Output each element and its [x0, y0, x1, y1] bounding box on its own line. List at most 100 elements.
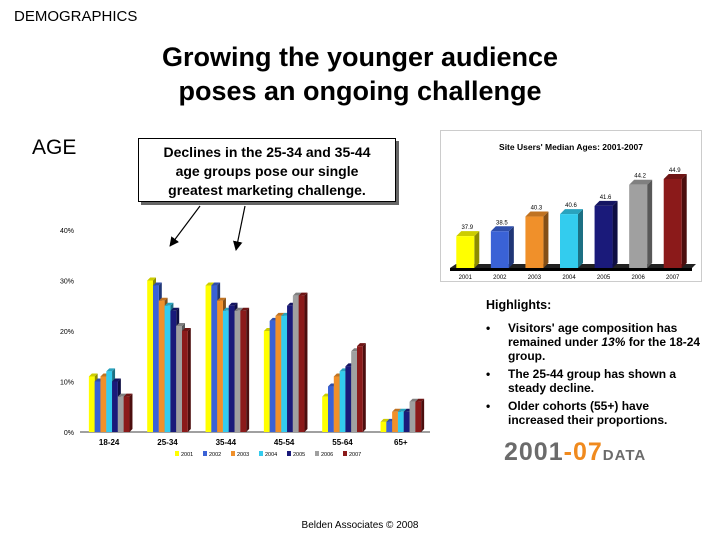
callout-line-3: greatest marketing challenge.	[168, 182, 366, 198]
median-chart-title: Site Users' Median Ages: 2001-2007	[499, 142, 643, 152]
bar-top	[211, 282, 221, 286]
bar	[333, 376, 340, 432]
bar	[287, 305, 293, 432]
y-tick-label: 40%	[60, 228, 74, 235]
legend-swatch	[315, 451, 319, 456]
x-tick-label: 25-34	[157, 438, 178, 447]
bar-top	[292, 292, 302, 296]
bar-side	[187, 328, 191, 432]
legend-swatch	[175, 451, 179, 456]
bar	[322, 396, 328, 432]
y-tick-label: 10%	[60, 380, 74, 387]
bar-side	[421, 398, 425, 432]
bar	[263, 331, 270, 432]
callout-line-2: age groups pose our single	[175, 163, 359, 179]
bar-top	[275, 312, 285, 316]
median-bar	[456, 236, 475, 268]
median-bar-top	[560, 209, 583, 215]
chart-base	[450, 268, 692, 271]
median-value-label: 44.2	[634, 174, 646, 180]
bar	[222, 310, 229, 432]
median-bar	[663, 178, 682, 268]
median-bar-side	[474, 231, 480, 268]
bar	[100, 376, 107, 432]
bar-top	[205, 282, 215, 286]
legend-label: 2005	[293, 452, 305, 458]
bar-top	[392, 408, 401, 412]
bar-side	[129, 393, 133, 432]
median-bar	[594, 205, 613, 268]
bar	[298, 295, 305, 432]
legend-swatch	[203, 451, 207, 456]
bullet-icon: •	[486, 321, 491, 335]
callout-box: Declines in the 25-34 and 35-44 age grou…	[138, 138, 396, 202]
y-tick-label: 30%	[60, 279, 74, 286]
y-tick-label: 20%	[60, 329, 74, 336]
bar	[345, 366, 352, 432]
bar	[94, 381, 101, 432]
median-x-tick-label: 2002	[493, 275, 507, 281]
bar	[281, 315, 288, 432]
bar-side	[246, 307, 250, 432]
x-tick-label: 35-44	[216, 438, 237, 447]
legend-swatch	[231, 451, 235, 456]
median-bar-top	[456, 231, 480, 237]
bar	[403, 411, 410, 432]
bar-top	[397, 408, 407, 412]
median-value-label: 40.3	[531, 206, 543, 212]
median-x-tick-label: 2004	[562, 275, 576, 281]
x-tick-label: 65+	[394, 438, 408, 447]
section-label: DEMOGRAPHICS	[14, 8, 138, 25]
bar-top	[164, 302, 174, 306]
median-bar	[560, 214, 578, 268]
bar	[269, 320, 276, 432]
bar	[182, 331, 188, 432]
legend-swatch	[343, 451, 347, 456]
median-value-label: 38.5	[496, 220, 508, 226]
x-tick-label: 18-24	[99, 438, 120, 447]
footer-credit: Belden Associates © 2008	[301, 520, 419, 531]
bar	[112, 381, 118, 432]
bar-top	[228, 302, 238, 306]
bar	[164, 305, 171, 432]
age-label: AGE	[32, 136, 77, 159]
highlights-title: Highlights:	[486, 298, 552, 312]
bar-top	[415, 398, 425, 402]
bar	[240, 310, 247, 432]
bar-top	[147, 277, 156, 281]
y-tick-label: 0%	[64, 430, 74, 437]
median-bar	[525, 216, 544, 268]
bar	[409, 401, 416, 432]
callout-line-1: Declines in the 25-34 and 35-44	[163, 144, 371, 160]
x-tick-label: 55-64	[332, 438, 353, 447]
bar-top	[182, 328, 191, 331]
bar	[392, 411, 398, 432]
median-bar-top	[663, 173, 687, 179]
bar	[234, 310, 241, 432]
bar	[106, 371, 113, 432]
x-tick-label: 45-54	[274, 438, 295, 447]
bar	[153, 285, 159, 432]
bar-top	[88, 373, 98, 377]
bar	[176, 325, 182, 432]
median-bar-top	[594, 200, 618, 206]
bar	[205, 285, 212, 432]
median-bar-side	[647, 179, 653, 268]
legend-label: 2006	[321, 452, 333, 458]
median-bar	[629, 184, 648, 268]
median-x-tick-label: 2001	[459, 275, 473, 281]
bar-top	[217, 297, 226, 301]
callout-arrow-left	[169, 205, 201, 247]
legend-swatch	[259, 451, 263, 456]
bar-top	[117, 393, 127, 397]
bar	[357, 346, 363, 432]
bar	[328, 386, 334, 432]
bar-top	[153, 282, 162, 286]
median-x-tick-label: 2005	[597, 275, 611, 281]
bar-side	[304, 292, 308, 432]
bar-top	[176, 322, 185, 326]
data-logo: 2001-07DATA	[504, 438, 647, 466]
bar	[158, 300, 165, 432]
median-bar-side	[578, 209, 583, 268]
bar	[351, 351, 357, 432]
